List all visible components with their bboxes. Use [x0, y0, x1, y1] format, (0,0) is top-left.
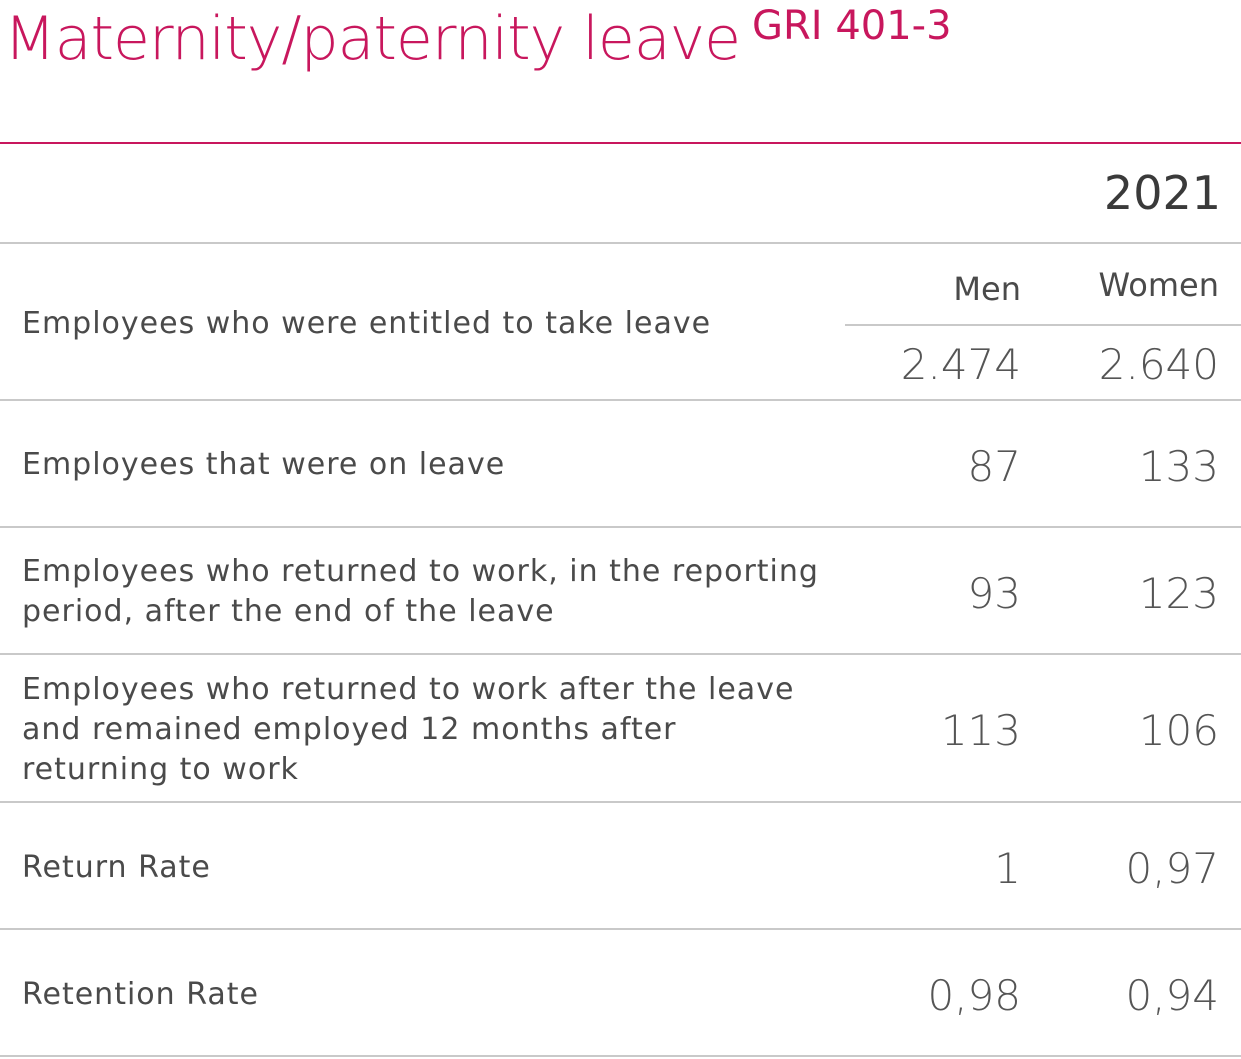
- row-value-men: 113: [940, 706, 1021, 755]
- divider: [0, 399, 1241, 401]
- row-label: Return Rate: [22, 850, 211, 885]
- divider: [0, 526, 1241, 528]
- row-value-men: 2.474: [900, 340, 1021, 389]
- row-value-men: 93: [967, 569, 1021, 618]
- row-label: Employees who were entitled to take leav…: [22, 306, 712, 341]
- year-header: 2021: [1103, 166, 1221, 220]
- row-value-women: 123: [1138, 569, 1219, 618]
- row-value-women: 2.640: [1098, 340, 1219, 389]
- divider: [0, 653, 1241, 655]
- row-label: Retention Rate: [22, 977, 259, 1012]
- divider: [0, 242, 1241, 244]
- column-header-women: Women: [1098, 266, 1219, 304]
- page-title-row: Maternity/paternity leave GRI 401-3: [4, 0, 952, 80]
- title-divider: [0, 142, 1241, 144]
- column-header-men: Men: [953, 270, 1021, 308]
- gri-code: GRI 401-3: [752, 3, 952, 49]
- row-value-women: 133: [1138, 442, 1219, 491]
- divider: [0, 1055, 1241, 1057]
- row-label: Employees who returned to work, in the r…: [22, 554, 819, 629]
- row-label: Employees that were on leave: [22, 447, 506, 482]
- divider: [0, 801, 1241, 803]
- page-title: Maternity/paternity leave: [4, 4, 741, 74]
- row-value-men: 0,98: [927, 971, 1021, 1020]
- row-value-women: 0,94: [1125, 971, 1219, 1020]
- row-value-men: 1: [994, 844, 1021, 893]
- row-label: Employees who returned to work after the…: [22, 672, 795, 787]
- header-divider: [845, 324, 1241, 326]
- row-value-men: 87: [967, 442, 1021, 491]
- row-value-women: 0,97: [1125, 844, 1219, 893]
- divider: [0, 928, 1241, 930]
- row-value-women: 106: [1138, 706, 1219, 755]
